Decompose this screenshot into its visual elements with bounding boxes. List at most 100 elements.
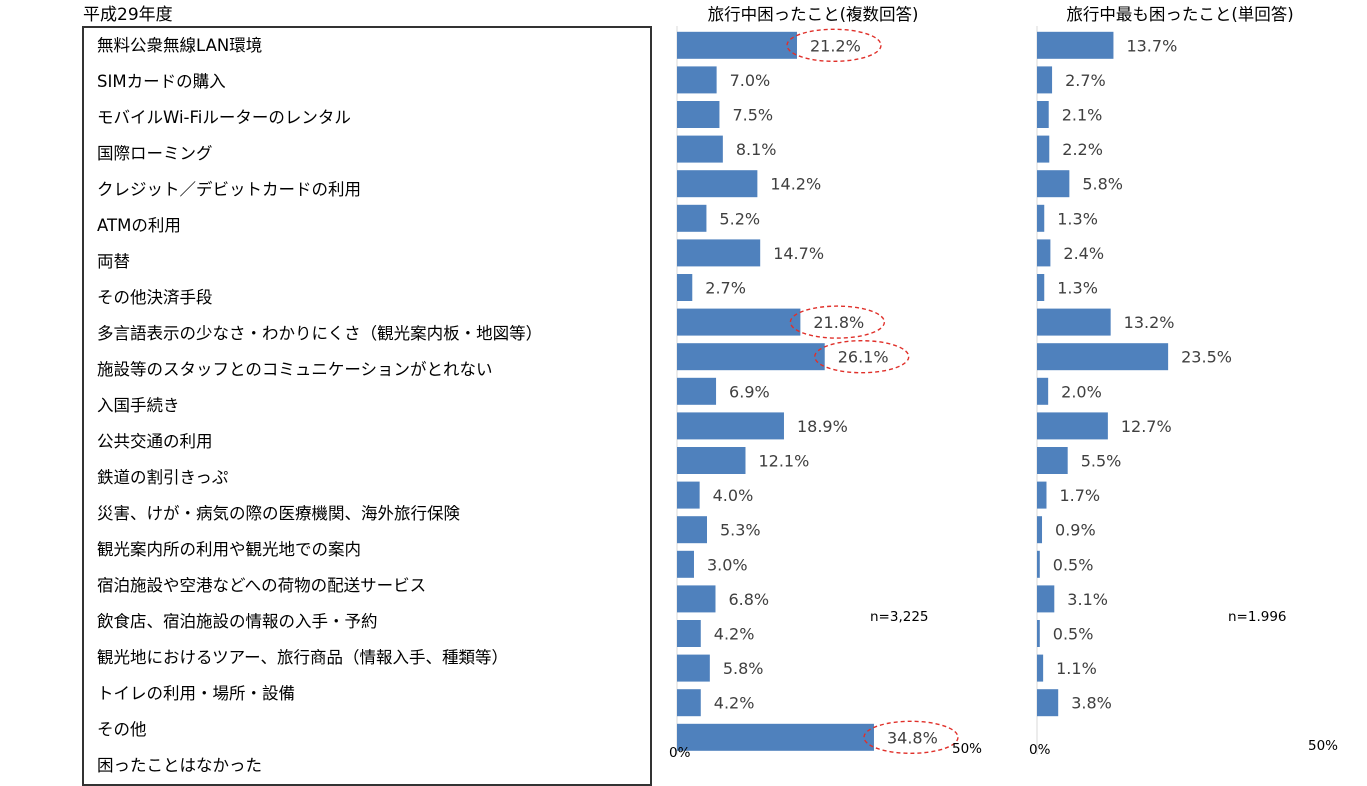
category-row: 両替 [83,244,651,280]
category-row: トイレの利用・場所・設備 [83,676,651,712]
data-label: 1.1% [1056,659,1097,678]
bar [677,170,758,198]
data-label: 1.3% [1057,209,1098,228]
bar [677,135,723,163]
data-label: 2.7% [1065,71,1106,90]
category-label: モバイルWi-Fiルーターのレンタル [97,108,351,127]
category-label: その他 [97,720,147,739]
data-label: 6.9% [729,382,770,401]
data-label: 5.3% [720,521,761,540]
bar [1037,101,1049,128]
highlight-ellipse [863,720,959,754]
data-label: 2.2% [1062,140,1103,159]
bar [1037,31,1114,59]
bar [677,343,825,371]
bar [677,377,717,405]
category-label: クレジット／デビットカードの利用 [97,180,361,199]
year-label: 平成29年度 [83,5,173,25]
bar [1037,620,1040,647]
category-label: 施設等のスタッフとのコミュニケーションがとれない [97,360,493,379]
bar [1037,412,1108,440]
data-label: 5.5% [1081,452,1122,471]
bar [677,308,801,336]
category-label: 災害、けが・病気の際の医療機関、海外旅行保険 [97,504,460,523]
bar [1037,274,1045,301]
category-row: 観光地におけるツアー、旅行商品（情報入手、種類等） [83,640,651,676]
data-label: 1.3% [1057,279,1098,298]
data-label: 0.9% [1055,521,1096,540]
data-label: 7.5% [732,106,773,125]
category-row: 災害、けが・病気の際の医療機関、海外旅行保険 [83,496,651,532]
highlight-ellipse [789,305,886,339]
bar [677,585,716,613]
bar [1037,135,1050,163]
category-row: 多言語表示の少なさ・わかりにくさ（観光案内板・地図等） [83,316,651,352]
category-table: 無料公衆無線LAN環境 SIMカードの購入モバイルWi-Fiルーターのレンタル 国際… [82,26,652,786]
bar [677,204,707,232]
bar [677,516,707,544]
chart-title-single-answer: 旅行中最も困ったこと(単回答) [1066,5,1294,24]
category-row: クレジット／デビットカードの利用 [83,172,651,208]
x-tick-label: 50% [952,741,982,757]
data-label: 6.8% [728,590,769,609]
x-tick-label: 0% [669,745,691,761]
bar [677,412,784,440]
data-label: 4.0% [713,486,754,505]
category-row: ATMの利用 [83,208,651,244]
bar-charts: 21.2% 7.0% 7.5% 8.1% 14.2% 5.2% 14.7% 2.7% 21.8%… [669,26,1338,761]
data-label: 1.7% [1059,486,1100,505]
category-label: 無料公衆無線LAN環境 [97,36,263,55]
bar [1037,585,1055,613]
category-row: その他 [83,712,651,748]
highlight-ellipse [814,340,910,374]
bar [1037,308,1111,336]
category-row: 入国手続き [83,388,651,424]
data-label: 26.1% [838,348,889,367]
data-label: 12.1% [758,452,809,471]
data-label: 18.9% [797,417,848,436]
bar [677,274,693,301]
bar [1037,170,1070,198]
data-label: 4.2% [714,694,755,713]
bar [1037,239,1051,267]
bar [677,31,797,59]
category-row: 飲食店、宿泊施設の情報の入手・予約 [83,604,651,640]
data-label: 3.1% [1067,590,1108,609]
bar [1037,481,1047,509]
sample-size-label: n=3,225 [870,609,929,625]
category-label: 入国手続き [97,396,180,415]
bar [677,447,746,474]
data-label: 4.2% [714,625,755,644]
category-label: 公共交通の利用 [97,432,213,451]
category-row: 施設等のスタッフとのコミュニケーションがとれない [83,352,651,388]
category-row: 観光案内所の利用や観光地での案内 [83,532,651,568]
data-label: 13.7% [1126,36,1177,55]
data-label: 2.4% [1063,244,1104,263]
category-row: 無料公衆無線LAN環境 [83,27,651,64]
x-tick-label: 0% [1029,742,1051,758]
data-label: 0.5% [1053,625,1094,644]
highlight-ellipse [786,28,882,62]
bar [1037,654,1044,682]
data-label: 34.8% [887,728,938,747]
category-label: 両替 [97,252,130,271]
data-label: 5.8% [1082,175,1123,194]
category-label: 宿泊施設や空港などへの荷物の配送サービス [97,576,427,595]
data-label: 5.2% [719,209,760,228]
category-row: 宿泊施設や空港などへの荷物の配送サービス [83,568,651,604]
bar [677,723,874,751]
category-label: 観光地におけるツアー、旅行商品（情報入手、種類等） [97,648,509,667]
bar [1037,447,1068,474]
category-label: その他決済手段 [97,288,213,307]
category-label: SIMカードの購入 [97,72,226,91]
bar [677,620,701,647]
data-label: 8.1% [736,140,777,159]
bar [677,654,710,682]
bar [1037,377,1049,405]
category-label: トイレの利用・場所・設備 [97,684,295,703]
bar [1037,516,1043,544]
bar [677,101,720,128]
category-label: 観光案内所の利用や観光地での案内 [97,540,361,559]
bar [1037,66,1053,94]
category-label: 国際ローミング [97,144,213,163]
